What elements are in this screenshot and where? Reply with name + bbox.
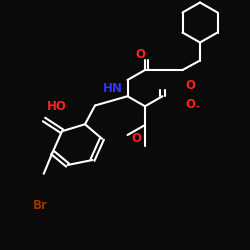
Text: O: O — [185, 79, 195, 92]
Text: O: O — [135, 48, 145, 62]
Text: -: - — [196, 102, 200, 112]
Text: O: O — [131, 132, 141, 145]
Text: Br: Br — [33, 199, 48, 212]
Text: HO: HO — [47, 100, 67, 114]
Text: HN: HN — [103, 82, 122, 94]
Text: O: O — [185, 98, 195, 112]
